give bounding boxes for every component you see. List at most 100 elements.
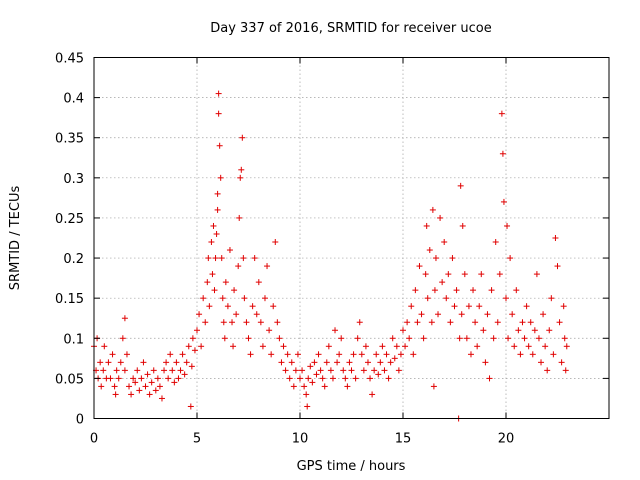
- data-point: [332, 327, 339, 334]
- data-point: [216, 142, 223, 149]
- data-point: [177, 367, 184, 374]
- data-point: [383, 351, 390, 358]
- data-point: [431, 287, 438, 294]
- data-point: [209, 271, 216, 278]
- y-tick-label: 0.25: [55, 212, 84, 227]
- data-point: [542, 343, 549, 350]
- data-point: [488, 287, 495, 294]
- data-point: [325, 343, 332, 350]
- data-point: [499, 150, 506, 157]
- x-tick-label: 5: [193, 432, 201, 447]
- data-point: [284, 351, 291, 358]
- data-point: [138, 375, 145, 382]
- data-point: [548, 295, 555, 302]
- data-point: [521, 335, 528, 342]
- data-point: [105, 359, 112, 366]
- data-point: [245, 335, 252, 342]
- data-point: [486, 375, 493, 382]
- data-point: [342, 375, 349, 382]
- data-point: [354, 335, 361, 342]
- data-point: [261, 295, 268, 302]
- data-point: [561, 335, 568, 342]
- data-point: [358, 351, 365, 358]
- data-point: [233, 311, 240, 318]
- y-tick-label: 0.05: [55, 372, 84, 387]
- data-point: [115, 375, 122, 382]
- data-point: [329, 375, 336, 382]
- data-point: [163, 359, 170, 366]
- x-tick-label: 15: [395, 432, 412, 447]
- ticks-layer: [93, 57, 609, 419]
- data-point: [490, 335, 497, 342]
- data-point: [158, 395, 165, 402]
- data-point: [338, 335, 345, 342]
- data-point: [387, 359, 394, 366]
- y-tick-label: 0.4: [63, 92, 84, 107]
- data-point: [282, 367, 289, 374]
- x-axis-title: GPS time / hours: [297, 459, 406, 474]
- data-point: [513, 287, 520, 294]
- data-point: [202, 319, 209, 326]
- data-point: [482, 359, 489, 366]
- data-point: [474, 343, 481, 350]
- data-point: [215, 90, 222, 97]
- data-point: [556, 319, 563, 326]
- data-point: [414, 319, 421, 326]
- data-point: [562, 367, 569, 374]
- data-point: [315, 351, 322, 358]
- data-point: [393, 343, 400, 350]
- data-point: [389, 335, 396, 342]
- data-point: [272, 239, 279, 246]
- data-point: [206, 303, 213, 310]
- data-point: [220, 319, 227, 326]
- data-point: [130, 375, 137, 382]
- data-point: [470, 287, 477, 294]
- data-point: [334, 359, 341, 366]
- data-point: [175, 375, 182, 382]
- data-point: [437, 214, 444, 221]
- data-point: [445, 271, 452, 278]
- data-point: [198, 343, 205, 350]
- data-point: [128, 391, 135, 398]
- data-point: [467, 351, 474, 358]
- data-point: [552, 235, 559, 241]
- data-point: [465, 303, 472, 310]
- data-point: [364, 359, 371, 366]
- x-tick-label: 0: [90, 432, 98, 447]
- data-point: [210, 222, 217, 229]
- data-point: [297, 375, 303, 382]
- data-point: [408, 303, 415, 310]
- data-point: [435, 311, 442, 318]
- x-tick-label: 10: [292, 432, 309, 447]
- data-point: [214, 206, 221, 213]
- data-point: [173, 359, 180, 366]
- data-point: [241, 295, 248, 302]
- data-point: [350, 351, 357, 358]
- data-point: [449, 255, 456, 262]
- y-tick-label: 0: [76, 413, 84, 428]
- data-point: [146, 391, 153, 398]
- data-point: [362, 343, 369, 350]
- data-point: [230, 343, 237, 350]
- data-point: [397, 351, 404, 358]
- data-point: [303, 391, 310, 398]
- data-point: [529, 351, 536, 358]
- data-point: [240, 255, 247, 262]
- data-point: [208, 239, 215, 246]
- data-point: [213, 230, 220, 237]
- data-point: [152, 387, 159, 394]
- data-point: [148, 379, 155, 386]
- data-point: [221, 335, 228, 342]
- data-point: [371, 367, 378, 374]
- data-point: [292, 367, 299, 374]
- data-point: [423, 222, 430, 229]
- data-point: [313, 371, 320, 378]
- data-point: [268, 351, 275, 358]
- data-point: [278, 359, 285, 366]
- data-point: [373, 351, 380, 358]
- data-point: [181, 371, 188, 378]
- data-point: [527, 319, 534, 326]
- data-point: [416, 263, 423, 270]
- data-point: [472, 319, 479, 326]
- data-point: [307, 363, 314, 370]
